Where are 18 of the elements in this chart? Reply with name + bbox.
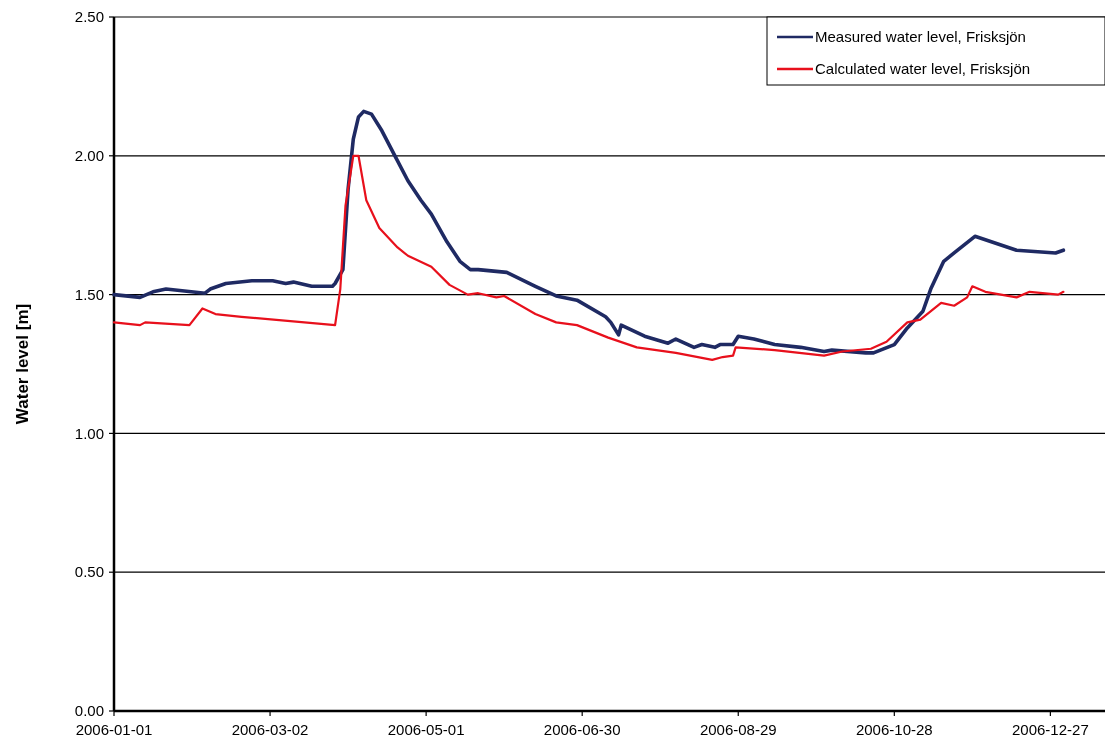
y-tick-label: 0.50 <box>74 563 104 581</box>
x-tick-label: 2006-06-30 <box>543 721 621 738</box>
x-tick-label: 2006-12-27 <box>1012 721 1089 738</box>
line-series <box>112 109 1066 355</box>
legend-label: Calculated water level, Frisksjön <box>815 60 1031 78</box>
y-tick-label: 2.50 <box>74 8 104 26</box>
x-tick-label: 2006-01-01 <box>75 721 153 738</box>
legend-label: Measured water level, Frisksjön <box>815 28 1026 46</box>
x-tick-label: 2006-03-02 <box>231 721 309 738</box>
x-tick-label: 2006-10-28 <box>855 721 933 738</box>
x-tick-label: 2006-08-29 <box>699 721 777 738</box>
y-tick-label: 0.00 <box>74 702 104 720</box>
y-tick-label: 2.00 <box>74 147 104 165</box>
y-axis-title: Water level [m] <box>13 303 32 425</box>
line-series <box>112 154 1065 361</box>
x-tick-label: 2006-05-01 <box>387 721 465 738</box>
y-tick-label: 1.00 <box>74 424 104 442</box>
y-tick-label: 1.50 <box>74 285 104 303</box>
